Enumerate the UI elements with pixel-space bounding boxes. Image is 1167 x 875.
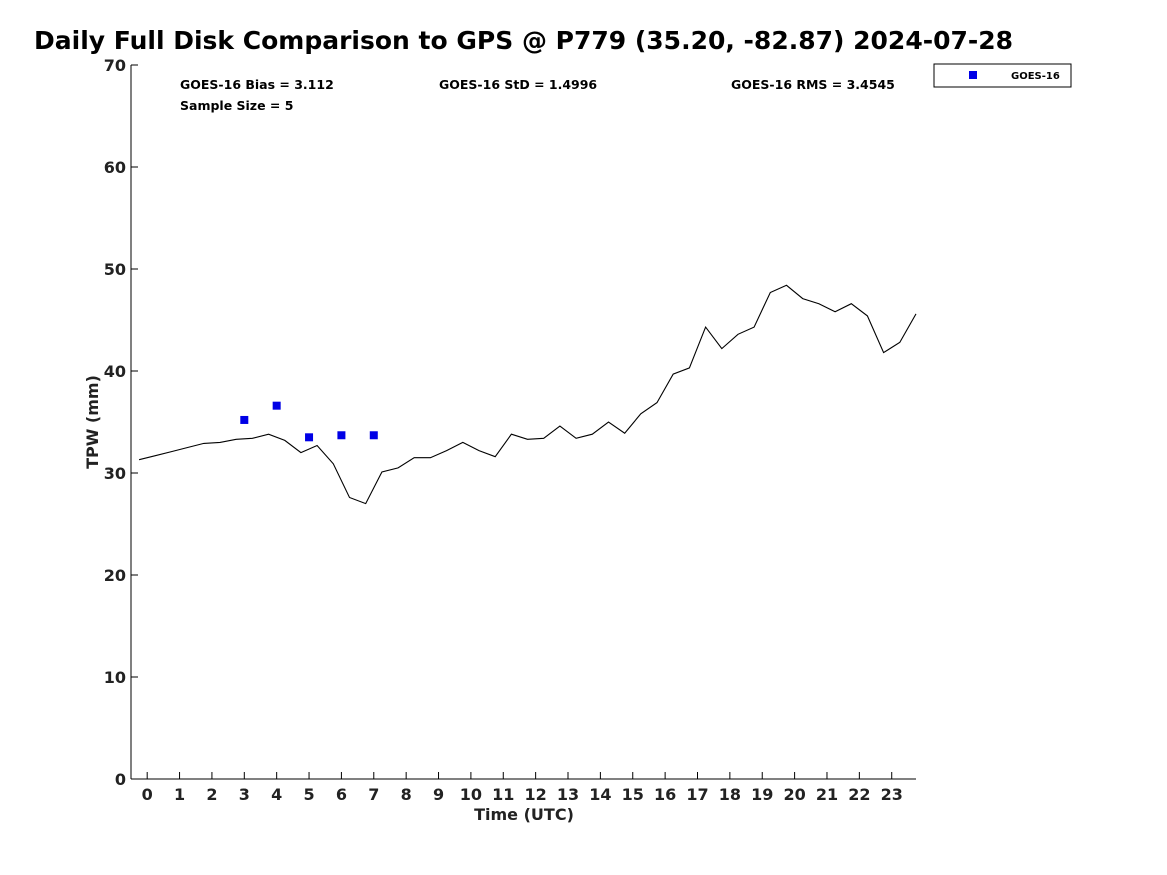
goes16-data-point	[305, 433, 314, 442]
y-axis-label: TPW (mm)	[83, 375, 102, 469]
x-tick-label: 15	[622, 785, 644, 804]
x-axis-label: Time (UTC)	[474, 805, 574, 824]
x-tick-label: 22	[848, 785, 870, 804]
gps-tpw-line	[138, 284, 917, 505]
x-tick-label: 16	[654, 785, 676, 804]
x-tick-label: 23	[881, 785, 903, 804]
y-tick-label: 10	[104, 668, 126, 687]
x-tick-label: 8	[401, 785, 412, 804]
legend-box	[933, 63, 1072, 88]
y-tick-label: 50	[104, 260, 126, 279]
goes16-data-point	[337, 431, 346, 440]
y-tick-label: 40	[104, 362, 126, 381]
x-tick-label: 2	[206, 785, 217, 804]
x-tick-label: 7	[368, 785, 379, 804]
x-tick-label: 14	[589, 785, 611, 804]
x-tick-label: 3	[239, 785, 250, 804]
y-tick-label: 70	[104, 56, 126, 75]
y-tick-label: 0	[115, 770, 126, 789]
x-tick-label: 17	[686, 785, 708, 804]
x-tick-label: 11	[492, 785, 514, 804]
bias-annotation: GOES-16 Bias = 3.112	[180, 77, 334, 92]
sample-size-annotation: Sample Size = 5	[180, 98, 293, 113]
x-tick-label: 19	[751, 785, 773, 804]
legend-label: GOES-16	[1011, 71, 1060, 82]
x-tick-label: 20	[783, 785, 805, 804]
x-tick-label: 4	[271, 785, 282, 804]
y-tick-label: 30	[104, 464, 126, 483]
x-tick-label: 9	[433, 785, 444, 804]
x-tick-label: 21	[816, 785, 838, 804]
x-tick-label: 18	[719, 785, 741, 804]
y-tick-label: 60	[104, 158, 126, 177]
y-tick-label: 20	[104, 566, 126, 585]
std-annotation: GOES-16 StD = 1.4996	[439, 77, 597, 92]
x-tick-label: 5	[303, 785, 314, 804]
rms-annotation: GOES-16 RMS = 3.4545	[731, 77, 895, 92]
x-tick-label: 0	[142, 785, 153, 804]
legend: GOES-16	[933, 63, 1072, 88]
goes16-data-point	[240, 415, 249, 424]
x-tick-label: 12	[525, 785, 547, 804]
chart-title: Daily Full Disk Comparison to GPS @ P779…	[34, 26, 1014, 55]
goes16-data-point	[369, 431, 378, 440]
x-tick-label: 13	[557, 785, 579, 804]
legend-marker	[969, 71, 977, 79]
goes16-data-point	[272, 401, 281, 410]
x-tick-label: 6	[336, 785, 347, 804]
x-tick-label: 10	[460, 785, 482, 804]
x-tick-label: 1	[174, 785, 185, 804]
